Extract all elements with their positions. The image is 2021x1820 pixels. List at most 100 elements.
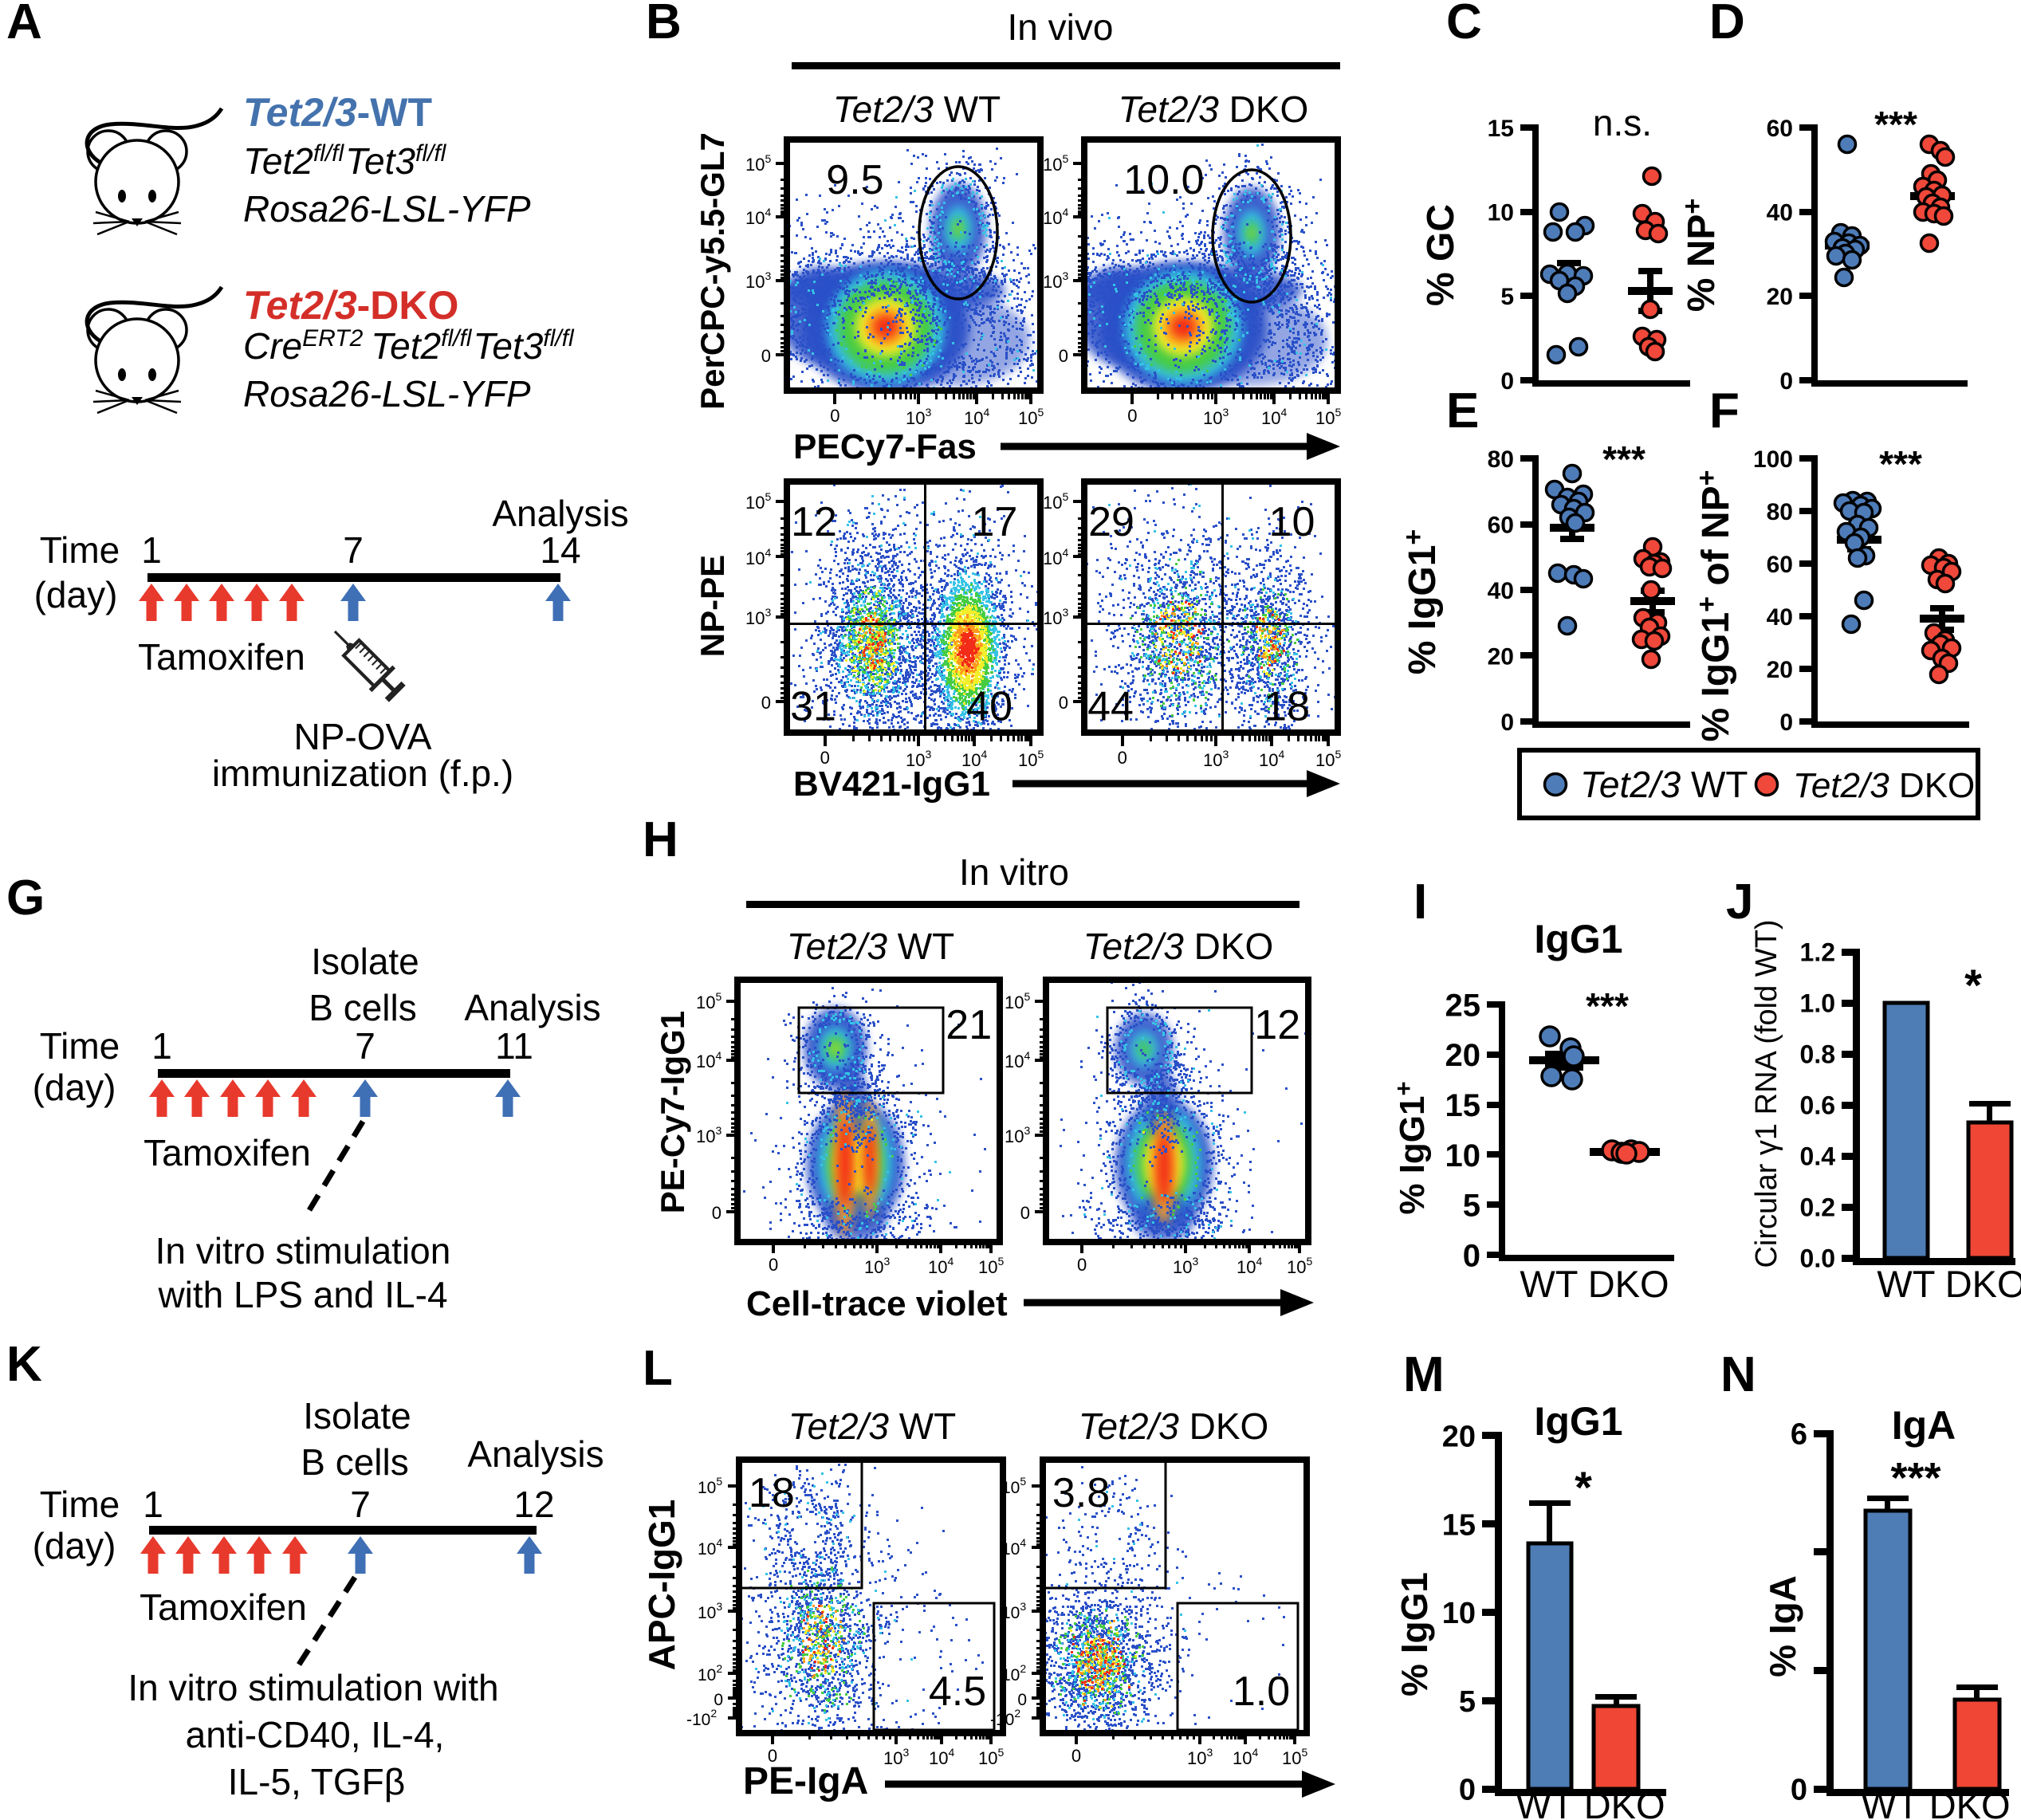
svg-text:60: 60 <box>1767 116 1793 142</box>
svg-text:40: 40 <box>1488 578 1514 604</box>
svg-text:103: 103 <box>698 1600 722 1622</box>
svg-text:% IgG1+ of NP+: % IgG1+ of NP+ <box>1692 470 1737 741</box>
svg-text:12: 12 <box>513 1484 554 1525</box>
svg-text:IgA: IgA <box>1892 1403 1956 1448</box>
svg-text:11: 11 <box>495 1025 533 1067</box>
svg-text:15: 15 <box>1488 116 1514 142</box>
svg-text:21: 21 <box>946 1002 992 1048</box>
svg-text:9.5: 9.5 <box>826 157 883 203</box>
svg-text:n.s.: n.s. <box>1593 102 1652 143</box>
svg-text:Tet2/3 WT: Tet2/3 WT <box>788 1405 956 1447</box>
svg-text:20: 20 <box>1767 657 1793 683</box>
svg-text:Rosa26-LSL-YFP: Rosa26-LSL-YFP <box>243 188 531 230</box>
svg-text:60: 60 <box>1767 552 1793 578</box>
svg-text:A: A <box>6 0 42 49</box>
svg-text:***: *** <box>1890 1454 1940 1502</box>
svg-text:0: 0 <box>1059 693 1068 713</box>
svg-text:15: 15 <box>1442 1508 1476 1542</box>
svg-text:Tet2/3-DKO: Tet2/3-DKO <box>243 283 458 328</box>
svg-text:18: 18 <box>1264 683 1310 729</box>
svg-text:NP-PE: NP-PE <box>694 555 731 657</box>
svg-text:1: 1 <box>151 1025 172 1067</box>
svg-text:1.2: 1.2 <box>1800 938 1835 967</box>
svg-text:0: 0 <box>1118 748 1127 768</box>
svg-text:WT DKO: WT DKO <box>1861 1784 2010 1820</box>
svg-text:0.4: 0.4 <box>1800 1142 1836 1171</box>
svg-text:(day): (day) <box>33 1525 116 1566</box>
svg-text:Tet2/3-WT: Tet2/3-WT <box>243 90 432 135</box>
svg-text:% GC: % GC <box>1420 204 1462 306</box>
svg-text:12: 12 <box>791 499 837 545</box>
svg-text:0: 0 <box>1500 710 1514 736</box>
svg-text:0: 0 <box>768 1746 777 1766</box>
svg-text:6: 6 <box>1791 1418 1807 1452</box>
svg-text:7: 7 <box>355 1025 375 1067</box>
svg-text:Isolate: Isolate <box>303 1395 411 1437</box>
svg-text:20: 20 <box>1488 643 1514 670</box>
svg-text:40: 40 <box>1767 199 1793 226</box>
svg-text:Tet2/3 WT: Tet2/3 WT <box>787 926 954 967</box>
svg-text:0: 0 <box>1127 406 1137 426</box>
svg-text:F: F <box>1709 383 1740 438</box>
svg-text:1: 1 <box>141 529 162 571</box>
svg-text:18: 18 <box>749 1470 795 1516</box>
svg-text:10.0: 10.0 <box>1123 157 1204 203</box>
svg-text:0: 0 <box>714 1691 723 1709</box>
svg-text:10: 10 <box>1488 199 1514 226</box>
svg-text:Time: Time <box>40 529 120 571</box>
svg-text:100: 100 <box>1753 446 1793 473</box>
svg-text:0: 0 <box>761 346 771 366</box>
svg-text:Tet2/3 DKO: Tet2/3 DKO <box>1119 88 1309 130</box>
svg-text:E: E <box>1446 383 1479 438</box>
svg-text:Isolate: Isolate <box>311 941 419 982</box>
svg-text:5: 5 <box>1463 1189 1480 1224</box>
svg-text:B cells: B cells <box>309 987 416 1028</box>
svg-text:10: 10 <box>1269 499 1315 545</box>
svg-text:40: 40 <box>1767 604 1793 631</box>
svg-text:K: K <box>6 1337 42 1392</box>
svg-text:IgG1: IgG1 <box>1534 1399 1622 1444</box>
svg-text:G: G <box>6 871 45 926</box>
svg-text:14: 14 <box>540 529 580 571</box>
svg-text:17: 17 <box>972 499 1018 545</box>
svg-text:In vitro: In vitro <box>959 851 1069 893</box>
svg-text:0: 0 <box>761 693 771 713</box>
svg-text:7: 7 <box>350 1484 371 1525</box>
svg-text:Tamoxifen: Tamoxifen <box>144 1132 311 1173</box>
svg-text:0.2: 0.2 <box>1800 1193 1835 1222</box>
svg-text:105: 105 <box>1315 406 1341 428</box>
svg-text:5: 5 <box>1459 1685 1476 1719</box>
svg-text:0: 0 <box>1779 368 1793 395</box>
svg-text:10: 10 <box>1442 1597 1476 1630</box>
svg-text:***: *** <box>1602 438 1646 480</box>
svg-text:29: 29 <box>1088 499 1134 545</box>
svg-text:Tet2/3 WT: Tet2/3 WT <box>833 88 1001 130</box>
svg-text:***: *** <box>1874 104 1917 145</box>
svg-text:44: 44 <box>1087 683 1134 729</box>
svg-text:B: B <box>646 0 682 49</box>
svg-text:% IgG1: % IgG1 <box>1394 1572 1435 1696</box>
svg-text:Tet2/3 DKO: Tet2/3 DKO <box>1083 926 1274 967</box>
svg-text:104: 104 <box>1005 1049 1030 1071</box>
svg-text:BV421-IgG1: BV421-IgG1 <box>793 765 990 804</box>
svg-text:I: I <box>1414 875 1427 930</box>
svg-text:IgG1: IgG1 <box>1534 917 1622 961</box>
svg-text:0: 0 <box>1077 1255 1087 1275</box>
svg-text:Tamoxifen: Tamoxifen <box>138 636 305 678</box>
svg-text:1.0: 1.0 <box>1233 1669 1290 1715</box>
svg-text:% NP+: % NP+ <box>1677 199 1723 313</box>
svg-text:60: 60 <box>1488 512 1514 538</box>
svg-text:105: 105 <box>1043 152 1068 175</box>
svg-text:M: M <box>1403 1347 1445 1402</box>
svg-text:1.0: 1.0 <box>1800 989 1835 1018</box>
svg-text:*: * <box>1964 960 1982 1010</box>
svg-text:0.6: 0.6 <box>1800 1091 1835 1120</box>
svg-text:*: * <box>1575 1462 1592 1512</box>
svg-text:% IgA: % IgA <box>1762 1575 1803 1677</box>
svg-text:Tet2/3 WT: Tet2/3 WT <box>1580 764 1748 805</box>
svg-text:0: 0 <box>1059 346 1068 366</box>
svg-text:N: N <box>1720 1347 1756 1402</box>
svg-text:12: 12 <box>1254 1002 1300 1048</box>
svg-text:WT DKO: WT DKO <box>1877 1263 2021 1305</box>
